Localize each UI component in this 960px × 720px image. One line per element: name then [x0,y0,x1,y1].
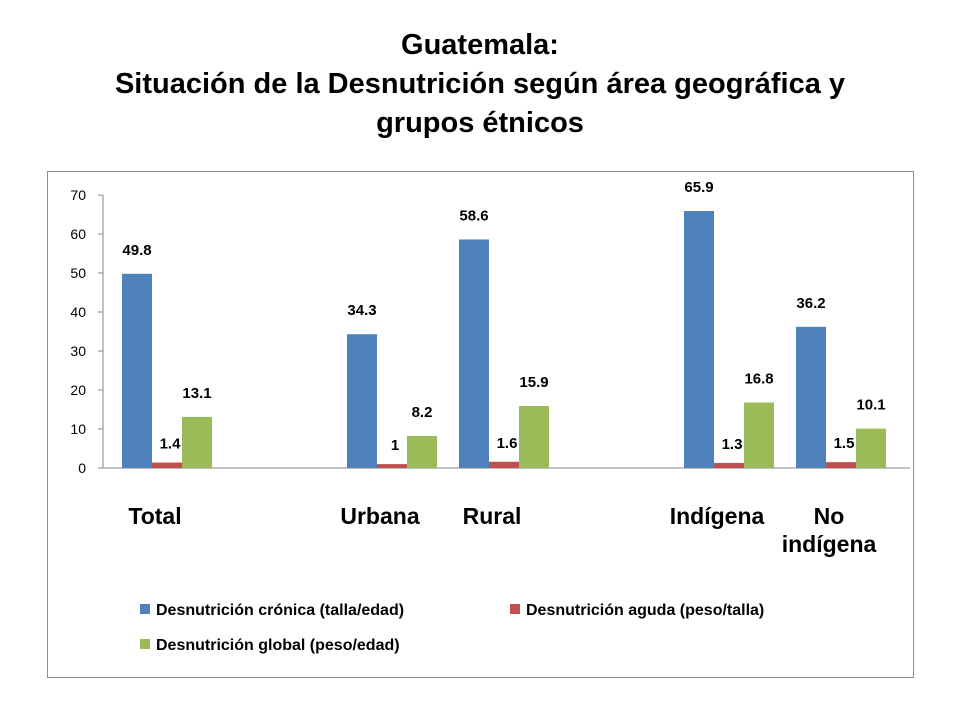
bar [519,405,549,468]
category-label: indígena [782,531,877,557]
bar [347,334,377,468]
data-label: 16.8 [744,370,773,387]
bar [856,428,886,468]
chart-panel: 0 10 20 30 40 50 60 70 49.8 34.3 58.6 65.9 36.2 1.4 1 1… [47,171,914,678]
y-tick-label: 40 [70,304,86,320]
data-label: 58.6 [459,207,488,224]
bar [826,462,856,468]
data-label: 36.2 [796,295,825,312]
bar [459,239,489,468]
bar [684,210,714,469]
data-label: 15.9 [519,374,548,391]
title-line-2: Situación de la Desnutrición según área … [114,68,846,100]
legend-swatch [510,604,520,614]
category-label: Indígena [670,503,765,529]
bar-chart: 0 10 20 30 40 50 60 70 49.8 34.3 58.6 65.9 36.2 1.4 1 1… [70,179,910,654]
bar [152,462,182,468]
bar [377,464,407,468]
y-tick-label: 0 [78,460,86,476]
data-label: 13.1 [182,385,211,402]
y-tick-label: 60 [70,226,86,242]
chart-title: Guatemala: Situación de la Desnutrición … [0,26,960,143]
bar [407,436,437,468]
bar [744,402,774,468]
data-label: 65.9 [684,179,713,196]
bar [714,462,744,468]
legend-label: Desnutrición aguda (peso/talla) [526,602,764,619]
category-label: Rural [463,503,522,529]
y-tick-label: 70 [70,187,86,203]
data-label: 1.6 [497,435,518,452]
y-tick-label: 50 [70,265,86,281]
legend-label: Desnutrición global (peso/edad) [156,637,400,654]
data-label: 1.4 [160,436,182,453]
data-label: 8.2 [412,404,433,421]
data-label: 1.3 [722,436,743,453]
bar [796,326,826,468]
bar [489,461,519,468]
bar [122,273,152,468]
title-line-3: grupos étnicos [376,107,584,139]
data-label: 49.8 [122,242,151,259]
data-label: 34.3 [347,302,376,319]
y-tick-label: 10 [70,421,86,437]
legend-label: Desnutrición crónica (talla/edad) [156,602,404,619]
data-label: 10.1 [856,397,885,414]
category-label: Total [128,503,181,529]
y-tick-label: 20 [70,382,86,398]
legend-swatch [140,604,150,614]
category-label: No [814,503,845,529]
title-line-1: Guatemala: [401,29,559,61]
data-label: 1 [391,437,399,454]
category-label: Urbana [340,503,419,529]
data-label: 1.5 [834,435,855,452]
legend-swatch [140,639,150,649]
bar [182,416,212,468]
y-tick-label: 30 [70,343,86,359]
